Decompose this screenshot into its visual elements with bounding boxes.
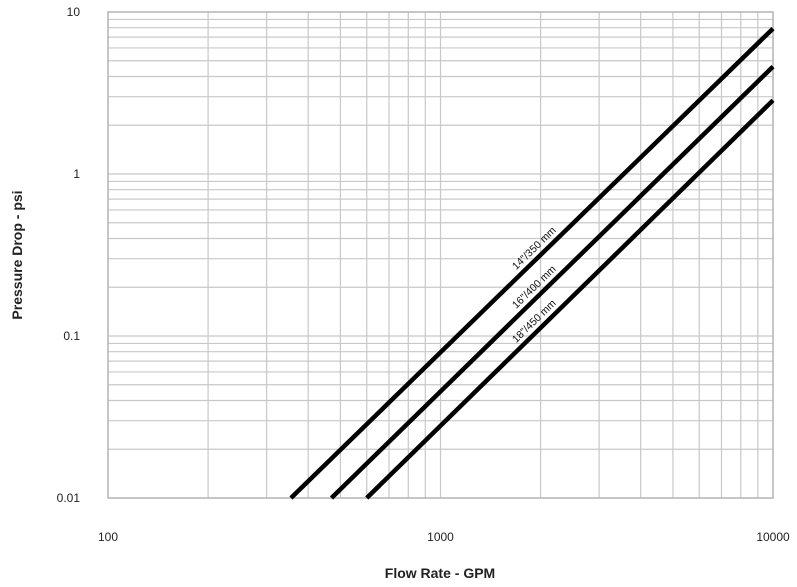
x-tick-label: 100 [98, 530, 118, 544]
y-tick-labels: 0.01 0.1 1 10 [57, 5, 81, 505]
y-tick-label: 0.01 [57, 491, 81, 505]
x-tick-label: 10000 [756, 530, 790, 544]
y-tick-label: 0.1 [63, 329, 80, 343]
y-tick-label: 10 [67, 5, 81, 19]
plot-frame [107, 11, 774, 499]
y-tick-label: 1 [73, 167, 80, 181]
x-axis-title: Flow Rate - GPM [385, 565, 495, 581]
series-line [329, 65, 775, 500]
series-line [365, 98, 775, 500]
series-line [289, 26, 775, 500]
x-tick-label: 1000 [427, 530, 454, 544]
x-tick-labels: 100 1000 10000 [98, 530, 790, 544]
series-lines [289, 26, 775, 500]
y-axis-title: Pressure Drop - psi [9, 190, 25, 319]
